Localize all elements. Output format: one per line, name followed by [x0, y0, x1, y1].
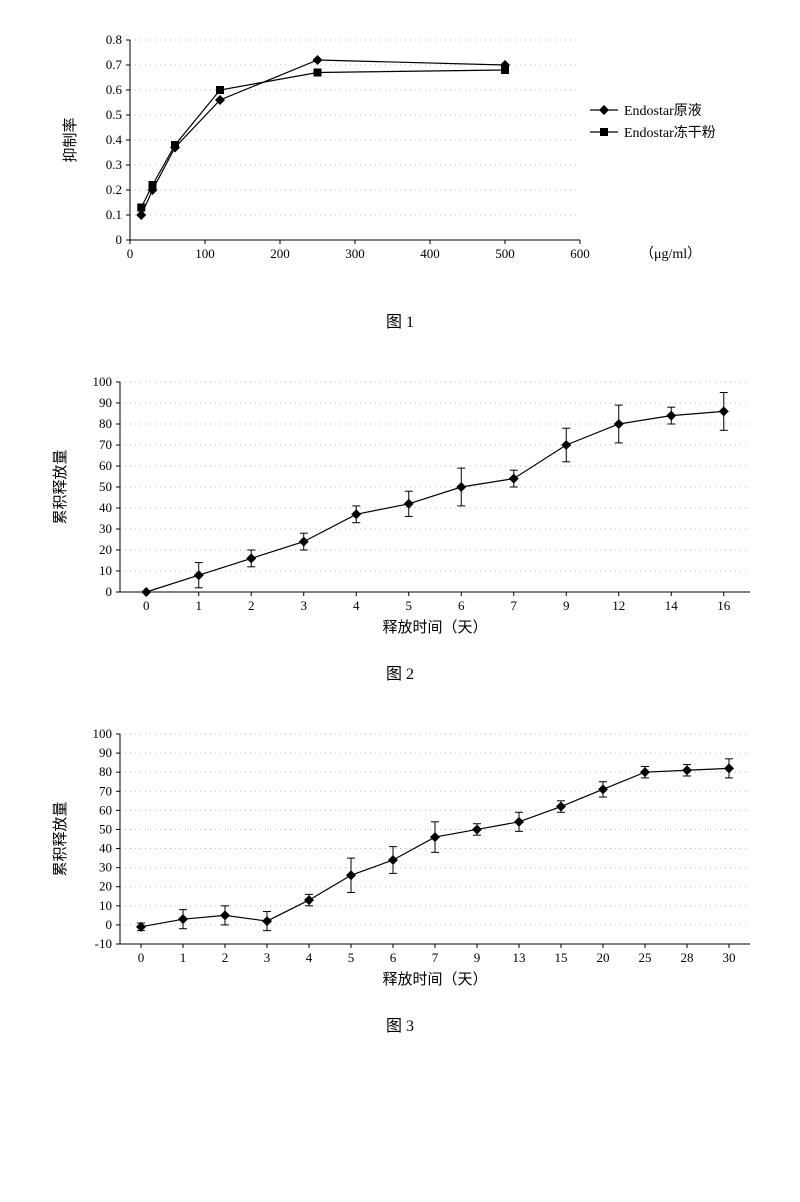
svg-text:2: 2 — [248, 598, 255, 613]
svg-text:释放时间（天）: 释放时间（天） — [382, 619, 487, 636]
svg-text:80: 80 — [99, 416, 112, 431]
figure-3: -10 0 10 20 30 40 50 60 70 80 90 100 0 1 2 3 4 5 6 7 9 13 15 20… — [20, 714, 780, 1036]
svg-text:-10: -10 — [95, 936, 112, 951]
svg-text:（μg/ml）: （μg/ml） — [640, 246, 701, 262]
svg-text:13: 13 — [513, 950, 526, 965]
svg-text:0: 0 — [106, 917, 113, 932]
svg-text:60: 60 — [99, 802, 112, 817]
svg-text:90: 90 — [99, 395, 112, 410]
svg-text:1: 1 — [180, 950, 187, 965]
svg-text:0.6: 0.6 — [106, 82, 123, 97]
svg-text:7: 7 — [511, 598, 518, 613]
svg-text:10: 10 — [99, 898, 112, 913]
figure-2: 0102030405060708090100012345679121416累积释… — [20, 362, 780, 684]
svg-text:50: 50 — [99, 821, 112, 836]
chart-fig3: -10 0 10 20 30 40 50 60 70 80 90 100 0 1 2 3 4 5 6 7 9 13 15 20… — [20, 714, 780, 994]
svg-text:0.4: 0.4 — [106, 132, 123, 147]
svg-text:100: 100 — [93, 374, 113, 389]
caption-fig1: 图 1 — [20, 308, 780, 332]
svg-text:60: 60 — [99, 458, 112, 473]
svg-text:0: 0 — [143, 598, 150, 613]
svg-text:2: 2 — [222, 950, 229, 965]
svg-text:30: 30 — [99, 521, 112, 536]
svg-text:0: 0 — [138, 950, 145, 965]
svg-text:5: 5 — [406, 598, 413, 613]
svg-text:0.8: 0.8 — [106, 32, 122, 47]
svg-text:Endostar原液: Endostar原液 — [624, 103, 702, 119]
svg-text:0.2: 0.2 — [106, 182, 122, 197]
svg-text:0.3: 0.3 — [106, 157, 122, 172]
svg-text:100: 100 — [93, 726, 113, 741]
svg-text:6: 6 — [390, 950, 397, 965]
svg-text:600: 600 — [570, 246, 590, 261]
svg-text:28: 28 — [681, 950, 694, 965]
chart-fig1: 0 0.1 0.2 0.3 0.4 0.5 0.6 0.7 0.8 0 100 200 300 400 50… — [20, 20, 780, 290]
svg-text:4: 4 — [353, 598, 360, 613]
svg-text:4: 4 — [306, 950, 313, 965]
svg-text:40: 40 — [99, 500, 112, 515]
svg-text:Endostar冻干粉: Endostar冻干粉 — [624, 124, 716, 141]
svg-text:释放时间（天）: 释放时间（天） — [382, 971, 487, 988]
svg-text:0: 0 — [127, 246, 134, 261]
svg-text:累积释放量: 累积释放量 — [52, 449, 69, 524]
svg-text:20: 20 — [597, 950, 610, 965]
svg-text:3: 3 — [301, 598, 308, 613]
svg-text:6: 6 — [458, 598, 465, 613]
svg-text:100: 100 — [195, 246, 215, 261]
svg-text:300: 300 — [345, 246, 365, 261]
svg-text:16: 16 — [717, 598, 731, 613]
svg-text:15: 15 — [555, 950, 568, 965]
svg-text:12: 12 — [612, 598, 625, 613]
svg-text:30: 30 — [723, 950, 736, 965]
svg-text:20: 20 — [99, 542, 112, 557]
caption-fig3: 图 3 — [20, 1012, 780, 1036]
svg-text:10: 10 — [99, 563, 112, 578]
svg-text:3: 3 — [264, 950, 271, 965]
svg-text:50: 50 — [99, 479, 112, 494]
svg-text:500: 500 — [495, 246, 515, 261]
svg-text:20: 20 — [99, 879, 112, 894]
svg-text:1: 1 — [196, 598, 203, 613]
figure-1: 0 0.1 0.2 0.3 0.4 0.5 0.6 0.7 0.8 0 100 200 300 400 50… — [20, 20, 780, 332]
svg-text:30: 30 — [99, 860, 112, 875]
svg-text:70: 70 — [99, 437, 112, 452]
svg-text:0.5: 0.5 — [106, 107, 122, 122]
svg-text:0: 0 — [106, 584, 113, 599]
svg-text:90: 90 — [99, 745, 112, 760]
svg-text:9: 9 — [474, 950, 481, 965]
svg-text:25: 25 — [639, 950, 652, 965]
svg-text:5: 5 — [348, 950, 355, 965]
svg-text:14: 14 — [665, 598, 679, 613]
svg-text:累积释放量: 累积释放量 — [52, 801, 69, 876]
svg-text:400: 400 — [420, 246, 440, 261]
svg-text:0.1: 0.1 — [106, 207, 122, 222]
svg-text:70: 70 — [99, 783, 112, 798]
chart-fig2: 0102030405060708090100012345679121416累积释… — [20, 362, 780, 642]
svg-text:抑制率: 抑制率 — [62, 117, 79, 162]
svg-text:80: 80 — [99, 764, 112, 779]
svg-text:0: 0 — [116, 232, 123, 247]
svg-text:40: 40 — [99, 841, 112, 856]
svg-text:0.7: 0.7 — [106, 57, 123, 72]
svg-text:7: 7 — [432, 950, 439, 965]
svg-text:9: 9 — [563, 598, 570, 613]
caption-fig2: 图 2 — [20, 660, 780, 684]
svg-text:200: 200 — [270, 246, 290, 261]
